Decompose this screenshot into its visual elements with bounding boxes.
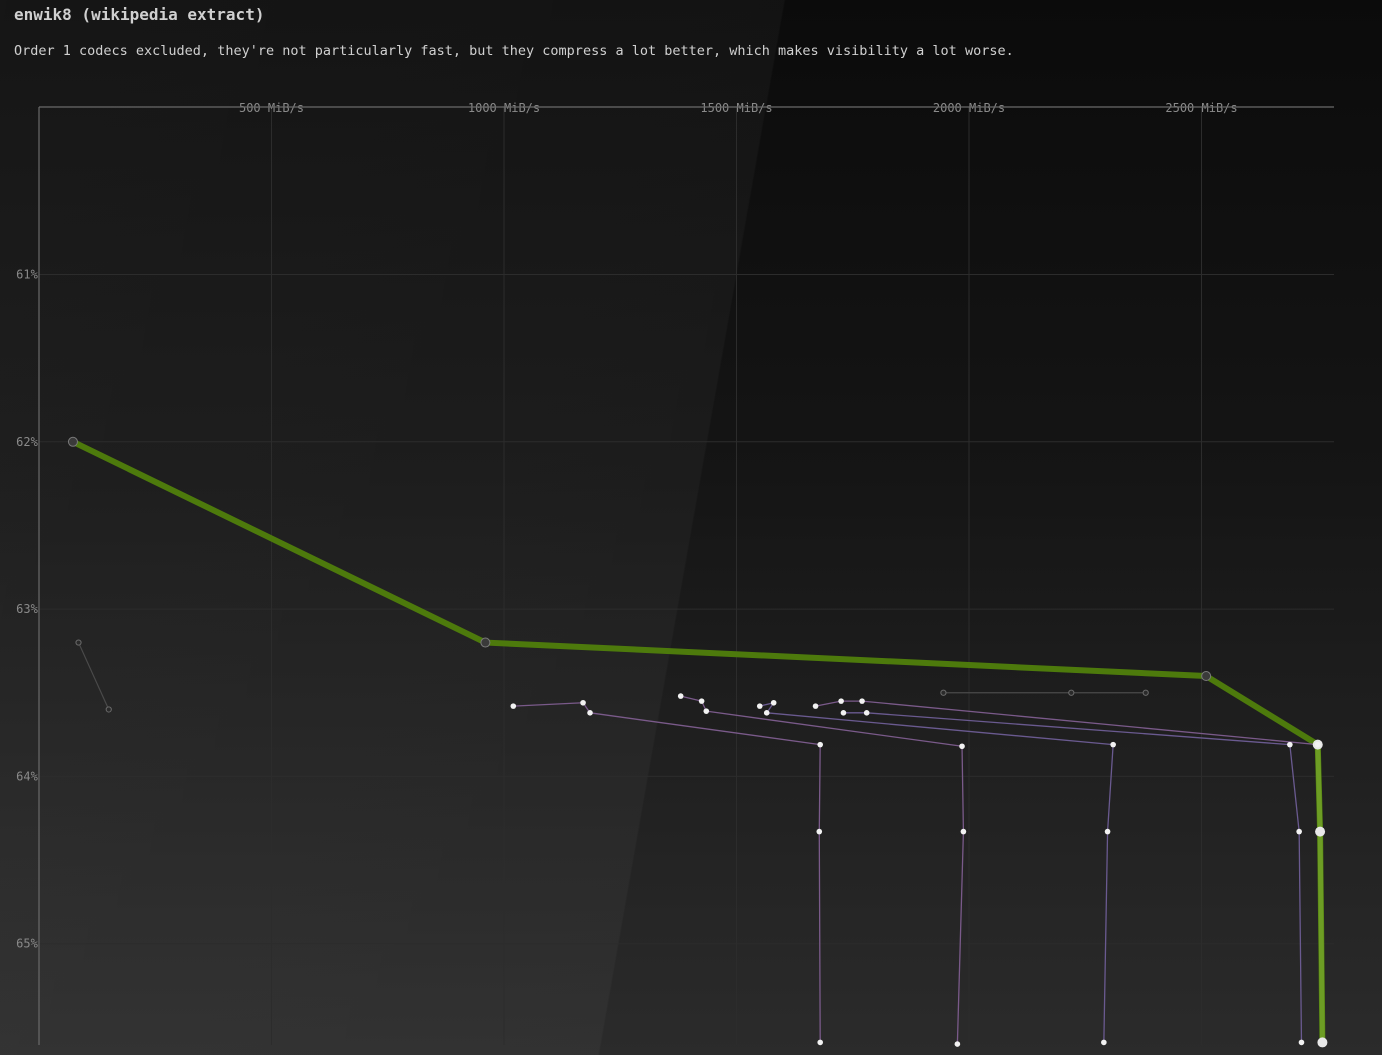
- purple-series-line: [814, 700, 1319, 746]
- y-tick-label: 63%: [16, 602, 38, 616]
- purple-data-point: [698, 698, 705, 704]
- violet-series-line: [759, 702, 1114, 1044]
- purple-data-point: [580, 699, 586, 706]
- purple-series-line: [680, 695, 965, 1045]
- y-tick-label: 62%: [16, 435, 38, 449]
- violet-data-point: [763, 710, 770, 716]
- gray-data-point: [1068, 689, 1075, 696]
- purple-data-point: [677, 693, 684, 699]
- purple-data-point: [954, 1041, 961, 1047]
- violet-series-line: [842, 712, 1303, 1044]
- frontier-series-line: [69, 438, 1326, 1046]
- violet-data-point: [1110, 741, 1116, 748]
- gray-data-point: [940, 689, 947, 696]
- gray-series-line: [77, 641, 110, 711]
- x-tick-label: 2500 MiB/s: [1165, 101, 1237, 115]
- violet-data-point: [840, 710, 847, 716]
- y-tick-label: 61%: [16, 268, 38, 282]
- purple-data-point: [859, 698, 865, 704]
- purple-data-point: [838, 698, 844, 704]
- violet-data-point: [770, 699, 777, 706]
- purple-data-point: [816, 828, 823, 835]
- violet-data-point: [1298, 1039, 1305, 1046]
- y-tick-label: 64%: [16, 769, 38, 783]
- purple-data-point: [812, 703, 819, 709]
- frontier-data-point: [1317, 1037, 1328, 1048]
- purple-data-point: [510, 703, 517, 709]
- violet-data-point: [756, 703, 763, 709]
- violet-data-point: [863, 710, 870, 716]
- x-tick-label: 1000 MiB/s: [468, 101, 540, 115]
- series-layer: [69, 438, 1326, 1046]
- frontier-data-point: [67, 436, 78, 447]
- chart-subtitle: Order 1 codecs excluded, they're not par…: [14, 43, 1014, 59]
- violet-data-point: [1296, 828, 1302, 835]
- chart-title: enwik8 (wikipedia extract): [14, 5, 265, 24]
- frontier-data-point: [480, 637, 491, 648]
- gray-data-point: [1142, 689, 1149, 696]
- purple-data-point: [703, 708, 710, 714]
- purple-data-point: [817, 1039, 823, 1046]
- purple-data-point: [1314, 741, 1321, 748]
- frontier-data-point: [1315, 826, 1326, 837]
- points-layer: [67, 436, 1328, 1048]
- x-tick-label: 1500 MiB/s: [700, 101, 772, 115]
- axis-layer: 500 MiB/s 1000 MiB/s 1500 MiB/s 2000 MiB/s 2…: [16, 101, 1334, 1045]
- purple-data-point: [959, 743, 965, 750]
- purple-data-point: [817, 741, 823, 748]
- grid-layer: [39, 107, 1334, 1045]
- x-tick-label: 500 MiB/s: [239, 101, 304, 115]
- purple-data-point: [587, 710, 593, 716]
- x-tick-label: 2000 MiB/s: [933, 101, 1005, 115]
- frontier-data-point: [1201, 671, 1212, 682]
- violet-data-point: [1104, 828, 1111, 835]
- gray-data-point: [105, 706, 112, 713]
- purple-series-line: [512, 702, 821, 1044]
- violet-data-point: [1287, 741, 1293, 748]
- violet-data-point: [1101, 1039, 1107, 1046]
- gray-data-point: [75, 639, 82, 646]
- purple-data-point: [960, 828, 967, 835]
- y-tick-label: 65%: [16, 937, 38, 951]
